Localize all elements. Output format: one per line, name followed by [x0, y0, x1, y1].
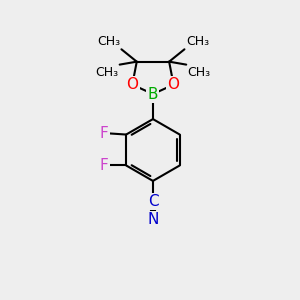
Text: C: C — [148, 194, 158, 209]
Text: O: O — [126, 77, 138, 92]
Text: F: F — [100, 158, 109, 173]
Text: CH₃: CH₃ — [188, 66, 211, 80]
Text: CH₃: CH₃ — [186, 34, 209, 47]
Text: O: O — [168, 77, 180, 92]
Text: N: N — [147, 212, 159, 227]
Text: B: B — [148, 87, 158, 102]
Text: F: F — [100, 126, 109, 141]
Text: CH₃: CH₃ — [97, 34, 120, 47]
Text: CH₃: CH₃ — [95, 66, 118, 80]
